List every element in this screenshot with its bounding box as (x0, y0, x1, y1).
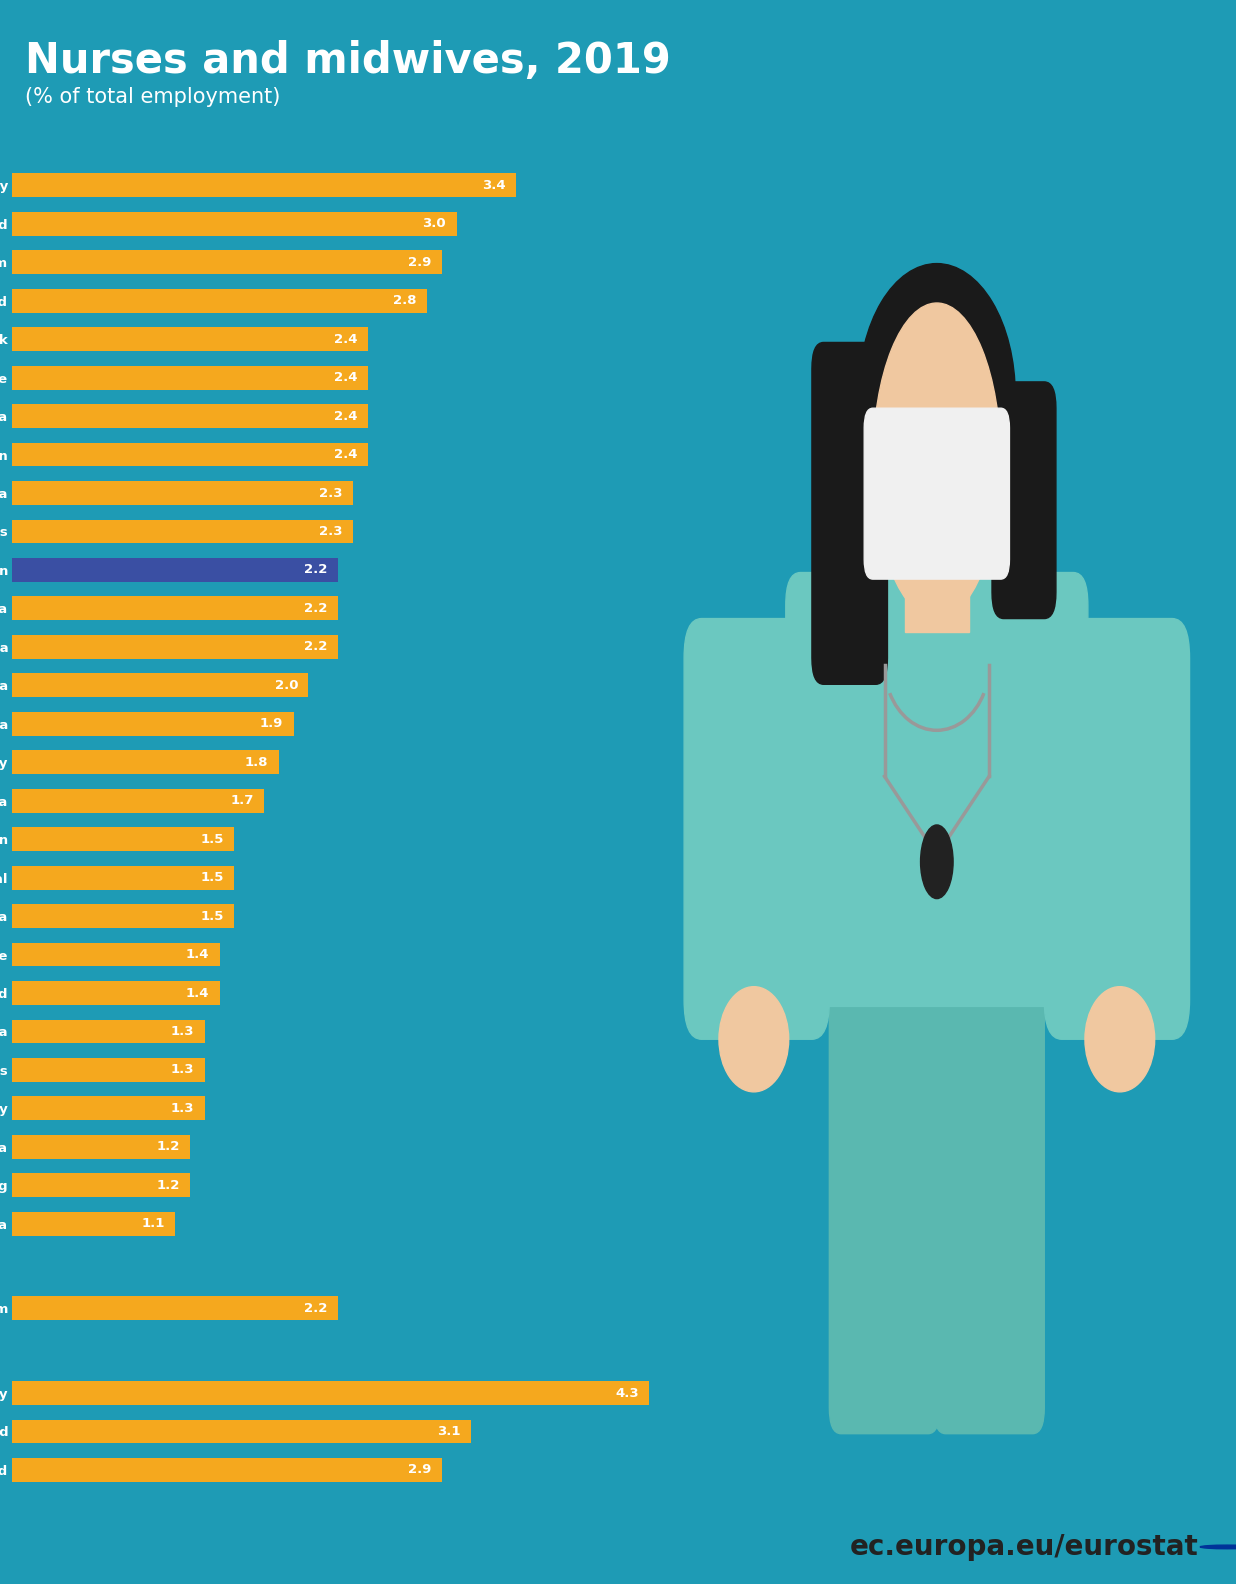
Bar (12, 711, 294, 735)
Text: 2.4: 2.4 (334, 448, 357, 461)
Text: 4.3: 4.3 (616, 1386, 639, 1400)
Bar (12, 827, 235, 851)
Text: 2.4: 2.4 (334, 371, 357, 385)
Bar (12, 173, 515, 198)
Text: 2.3: 2.3 (319, 486, 342, 499)
Bar (12, 288, 426, 312)
FancyBboxPatch shape (1044, 619, 1189, 1039)
FancyBboxPatch shape (685, 619, 829, 1039)
Text: 1.2: 1.2 (156, 1140, 179, 1153)
Bar (12, 1096, 205, 1120)
Bar (12, 1020, 205, 1044)
Bar (12, 482, 353, 505)
Bar (12, 1419, 471, 1443)
Bar (12, 1457, 441, 1483)
Bar (12, 442, 368, 466)
Text: 1.3: 1.3 (171, 1102, 194, 1115)
Text: 1.1: 1.1 (141, 1217, 164, 1231)
Ellipse shape (1085, 987, 1154, 1091)
Text: 1.5: 1.5 (200, 909, 224, 922)
Bar (12, 980, 220, 1004)
Text: 1.8: 1.8 (245, 756, 268, 768)
Bar (12, 1058, 205, 1082)
Bar (12, 1381, 649, 1405)
Text: 2.0: 2.0 (274, 680, 298, 692)
Text: 1.4: 1.4 (185, 949, 209, 961)
Text: 2.4: 2.4 (334, 333, 357, 345)
Text: Nurses and midwives, 2019: Nurses and midwives, 2019 (25, 40, 670, 82)
Text: 3.4: 3.4 (482, 179, 506, 192)
Text: (% of total employment): (% of total employment) (25, 87, 281, 108)
Ellipse shape (873, 303, 1001, 619)
Text: 1.3: 1.3 (171, 1063, 194, 1077)
Text: 1.9: 1.9 (260, 718, 283, 730)
FancyBboxPatch shape (993, 382, 1056, 619)
Text: 3.0: 3.0 (423, 217, 446, 230)
Bar (12, 250, 441, 274)
Bar (12, 904, 235, 928)
Bar (12, 404, 368, 428)
Text: 1.5: 1.5 (200, 833, 224, 846)
Text: 2.9: 2.9 (408, 1464, 431, 1476)
Ellipse shape (815, 605, 861, 684)
Text: 2.3: 2.3 (319, 524, 342, 539)
Ellipse shape (719, 987, 789, 1091)
Bar (12, 212, 456, 236)
Bar (12, 558, 339, 581)
Bar (12, 673, 309, 697)
Bar (12, 366, 368, 390)
FancyBboxPatch shape (934, 881, 1044, 1434)
Text: ec.europa.eu/eurostat: ec.europa.eu/eurostat (850, 1533, 1199, 1560)
Text: 1.5: 1.5 (200, 871, 224, 884)
Bar (12, 597, 339, 621)
FancyBboxPatch shape (786, 572, 1088, 1006)
Bar (12, 1136, 190, 1159)
Bar (12, 1174, 190, 1198)
Bar (12, 1296, 339, 1321)
Bar (12, 635, 339, 659)
FancyBboxPatch shape (812, 342, 887, 684)
Text: 2.2: 2.2 (304, 640, 328, 653)
Text: 2.2: 2.2 (304, 1302, 328, 1315)
FancyBboxPatch shape (864, 409, 1010, 580)
Bar (12, 751, 279, 775)
Text: 2.2: 2.2 (304, 602, 328, 615)
FancyBboxPatch shape (829, 881, 939, 1434)
Bar (12, 1212, 176, 1236)
Text: 1.2: 1.2 (156, 1178, 179, 1191)
Bar (801, 895, 1073, 974)
Text: 1.7: 1.7 (230, 794, 253, 808)
Ellipse shape (858, 263, 1015, 526)
Text: 2.8: 2.8 (393, 295, 417, 307)
Text: 2.4: 2.4 (334, 410, 357, 423)
Bar (12, 866, 235, 890)
Text: 1.4: 1.4 (185, 987, 209, 1000)
Text: 2.2: 2.2 (304, 564, 328, 577)
Text: 3.1: 3.1 (438, 1426, 461, 1438)
Circle shape (921, 825, 953, 898)
Bar (12, 942, 220, 966)
Circle shape (1200, 1544, 1236, 1549)
Bar (12, 789, 265, 813)
Ellipse shape (876, 317, 997, 605)
Bar (12, 520, 353, 543)
Text: 2.9: 2.9 (408, 255, 431, 269)
Text: 1.3: 1.3 (171, 1025, 194, 1038)
Bar (12, 328, 368, 352)
Bar (905, 540, 969, 632)
